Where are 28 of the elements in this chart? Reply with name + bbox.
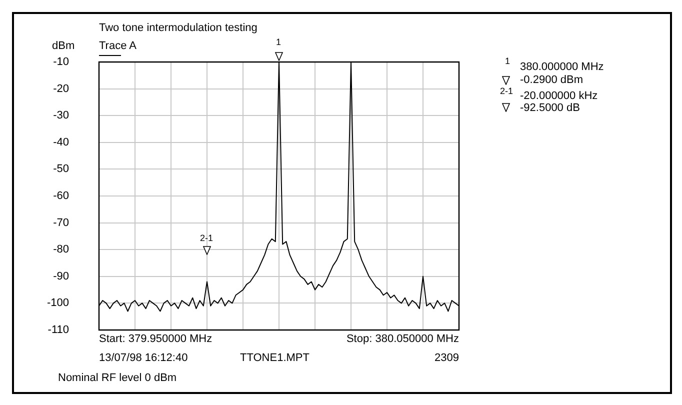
y-tick-label: -40	[53, 136, 69, 148]
y-tick-label: -110	[48, 324, 69, 336]
y-tick-label: -60	[53, 190, 69, 202]
y-tick-label: -50	[53, 163, 69, 176]
y-tick-label: -30	[53, 110, 69, 122]
y-axis-title: dBm	[52, 40, 75, 52]
y-tick-label: -70	[53, 216, 69, 229]
text: 1	[276, 37, 282, 47]
y-tick-label: -90	[53, 270, 69, 282]
text: Nominal RF level 0 dBm	[58, 372, 177, 384]
text: Stop: 380.050000 MHz	[346, 333, 459, 345]
text: Start: 379.950000 MHz	[99, 333, 212, 345]
text: 13/07/98 16:12:40	[99, 352, 188, 364]
chart-title: Two tone intermodulation testing	[99, 22, 258, 34]
y-tick-label: -10	[53, 56, 69, 68]
annotation: 2-1	[200, 233, 214, 243]
text: 1	[505, 56, 510, 66]
text: Trace A	[99, 40, 136, 52]
text: TTONE1.MPT	[240, 352, 310, 364]
text: -92.5000 dB	[520, 102, 580, 114]
y-tick-label: -20	[53, 82, 69, 95]
text: 380.000000 MHz	[520, 61, 604, 73]
text: -20.000000 kHz	[520, 90, 598, 102]
y-tick-label: -80	[53, 244, 69, 256]
text: 2309	[434, 352, 459, 364]
y-tick-label: -100	[46, 297, 69, 310]
text: 2-1	[500, 86, 514, 96]
text: -0.2900 dBm	[520, 74, 583, 86]
